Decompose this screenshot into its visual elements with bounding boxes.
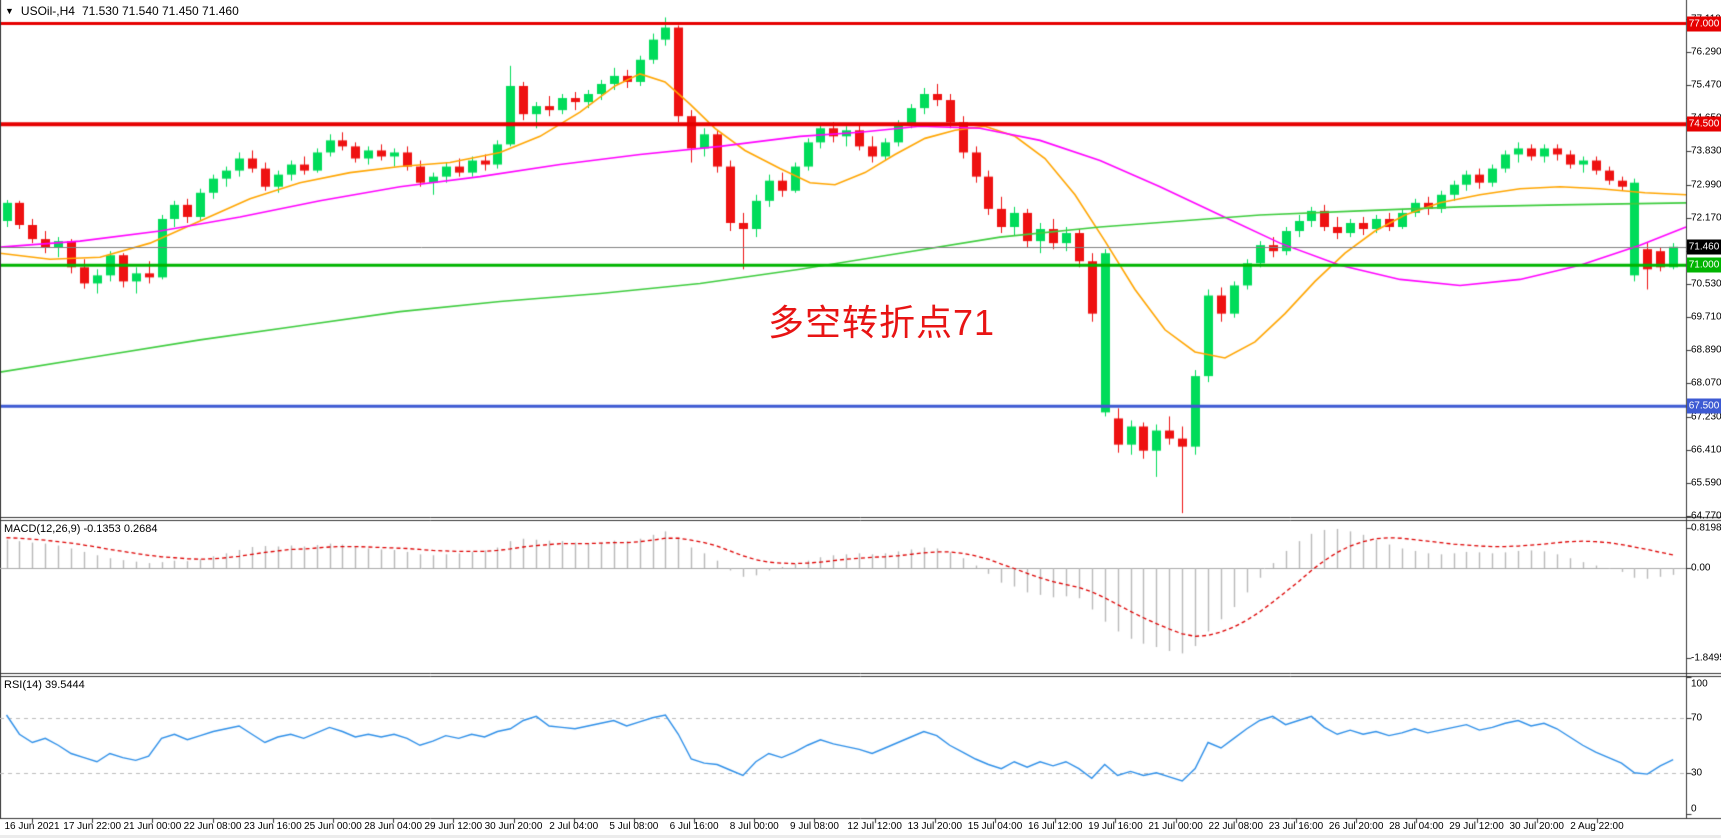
price-tick-label: 76.290 bbox=[1691, 46, 1721, 58]
time-tick-label: 29 Jun 12:00 bbox=[424, 821, 483, 832]
symbol-timeframe-label: USOil-,H4 bbox=[20, 4, 75, 18]
price-tick-label: 70.530 bbox=[1691, 278, 1721, 290]
time-tick-label: 29 Jul 12:00 bbox=[1449, 821, 1504, 832]
rsi-level-label: 30 bbox=[1691, 767, 1703, 779]
time-tick-label: 12 Jul 12:00 bbox=[847, 821, 902, 832]
time-tick-label: 22 Jul 08:00 bbox=[1208, 821, 1264, 832]
time-tick-label: 5 Jul 08:00 bbox=[609, 821, 659, 832]
time-tick-label: 19 Jul 16:00 bbox=[1088, 821, 1143, 832]
price-tick-label: 69.710 bbox=[1691, 311, 1721, 323]
rsi-indicator-label: RSI(14) 39.5444 bbox=[4, 679, 85, 691]
time-tick-label: 16 Jul 12:00 bbox=[1027, 821, 1083, 832]
price-tick-label: 66.410 bbox=[1691, 444, 1721, 456]
window-bottom-edge bbox=[0, 835, 1721, 838]
price-level-badge: 74.500 bbox=[1687, 116, 1721, 132]
time-tick-label: 30 Jun 20:00 bbox=[484, 821, 543, 832]
price-tick-label: 64.770 bbox=[1691, 510, 1721, 522]
time-tick-label: 21 Jul 00:00 bbox=[1148, 821, 1203, 832]
time-tick-label: 25 Jun 00:00 bbox=[304, 821, 362, 832]
time-tick-label: 21 Jun 00:00 bbox=[123, 821, 182, 832]
time-tick-label: 23 Jul 16:00 bbox=[1268, 821, 1324, 832]
rsi-level-label: 100 bbox=[1691, 678, 1708, 689]
price-tick-label: 72.990 bbox=[1691, 179, 1721, 191]
price-tick-label: 72.170 bbox=[1691, 212, 1721, 224]
time-tick-label: 28 Jul 04:00 bbox=[1389, 821, 1444, 832]
time-tick-label: 30 Jul 20:00 bbox=[1509, 821, 1565, 832]
time-tick-label: 6 Jul 16:00 bbox=[669, 821, 719, 832]
price-level-badge: 77.000 bbox=[1687, 16, 1721, 31]
chart-annotation-text: 多空转折点71 bbox=[768, 302, 996, 343]
time-tick-label: 2 Aug 22:00 bbox=[1570, 821, 1624, 832]
time-tick-label: 15 Jul 04:00 bbox=[967, 821, 1023, 832]
time-tick-label: 23 Jun 16:00 bbox=[243, 821, 302, 832]
rsi-level-label: 70 bbox=[1691, 712, 1703, 724]
price-tick-label: 73.830 bbox=[1691, 145, 1721, 157]
rsi-level-label: 0 bbox=[1691, 803, 1697, 815]
time-tick-label: 26 Jul 20:00 bbox=[1328, 821, 1384, 832]
macd-indicator-label: MACD(12,26,9) -0.1353 0.2684 bbox=[4, 523, 158, 535]
symbol-dropdown-icon[interactable]: ▼ bbox=[5, 5, 14, 16]
macd-scale-label: 0.00 bbox=[1691, 562, 1711, 574]
price-tick-label: 67.230 bbox=[1691, 411, 1721, 423]
time-tick-label: 28 Jun 04:00 bbox=[364, 821, 423, 832]
price-tick-label: 65.590 bbox=[1691, 477, 1721, 489]
chart-header: ▼ USOil-,H4 71.530 71.540 71.450 71.460 bbox=[5, 4, 239, 18]
time-tick-label: 22 Jun 08:00 bbox=[183, 821, 242, 832]
time-tick-label: 2 Jul 04:00 bbox=[549, 821, 599, 832]
time-tick-label: 9 Jul 08:00 bbox=[790, 821, 839, 832]
price-tick-label: 68.070 bbox=[1691, 377, 1721, 389]
price-level-badge: 71.000 bbox=[1687, 257, 1721, 273]
current-price-badge: 71.460 bbox=[1687, 239, 1721, 255]
time-tick-label: 8 Jul 00:00 bbox=[729, 821, 779, 832]
price-tick-label: 68.890 bbox=[1691, 344, 1721, 356]
price-level-badge: 67.500 bbox=[1687, 398, 1721, 414]
macd-scale-label: -1.8495 bbox=[1691, 652, 1721, 664]
price-tick-label: 75.470 bbox=[1691, 79, 1721, 91]
time-tick-label: 16 Jun 2021 bbox=[4, 821, 60, 832]
ohlc-quote-label: 71.530 71.540 71.450 71.460 bbox=[81, 4, 239, 18]
time-tick-label: 13 Jul 20:00 bbox=[907, 821, 963, 832]
time-tick-label: 17 Jun 22:00 bbox=[63, 821, 122, 832]
macd-scale-label: 0.8198 bbox=[1691, 522, 1721, 534]
